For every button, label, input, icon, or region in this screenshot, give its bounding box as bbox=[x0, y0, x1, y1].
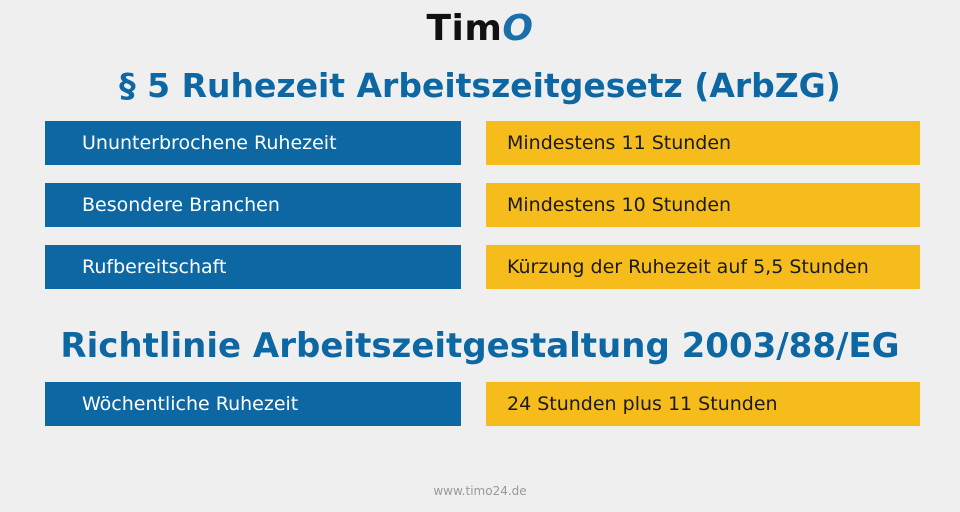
logo-accent: O bbox=[502, 8, 534, 49]
section-2-title: Richtlinie Arbeitszeitgestaltung 2003/88… bbox=[60, 326, 900, 366]
footer-url: www.timo24.de bbox=[433, 484, 527, 498]
row-label: Rufbereitschaft bbox=[45, 245, 461, 289]
logo-text: Tim bbox=[426, 8, 503, 49]
row-value: Mindestens 11 Stunden bbox=[486, 121, 920, 165]
section-1-title: § 5 Ruhezeit Arbeitszeitgesetz (ArbZG) bbox=[119, 66, 841, 105]
row-value: 24 Stunden plus 11 Stunden bbox=[486, 382, 920, 426]
logo: TimO bbox=[0, 8, 960, 49]
row-value: Kürzung der Ruhezeit auf 5,5 Stunden bbox=[486, 245, 920, 289]
row-label: Besondere Branchen bbox=[45, 183, 461, 227]
row-label: Ununterbrochene Ruhezeit bbox=[45, 121, 461, 165]
row-value: Mindestens 10 Stunden bbox=[486, 183, 920, 227]
row-label: Wöchentliche Ruhezeit bbox=[45, 382, 461, 426]
